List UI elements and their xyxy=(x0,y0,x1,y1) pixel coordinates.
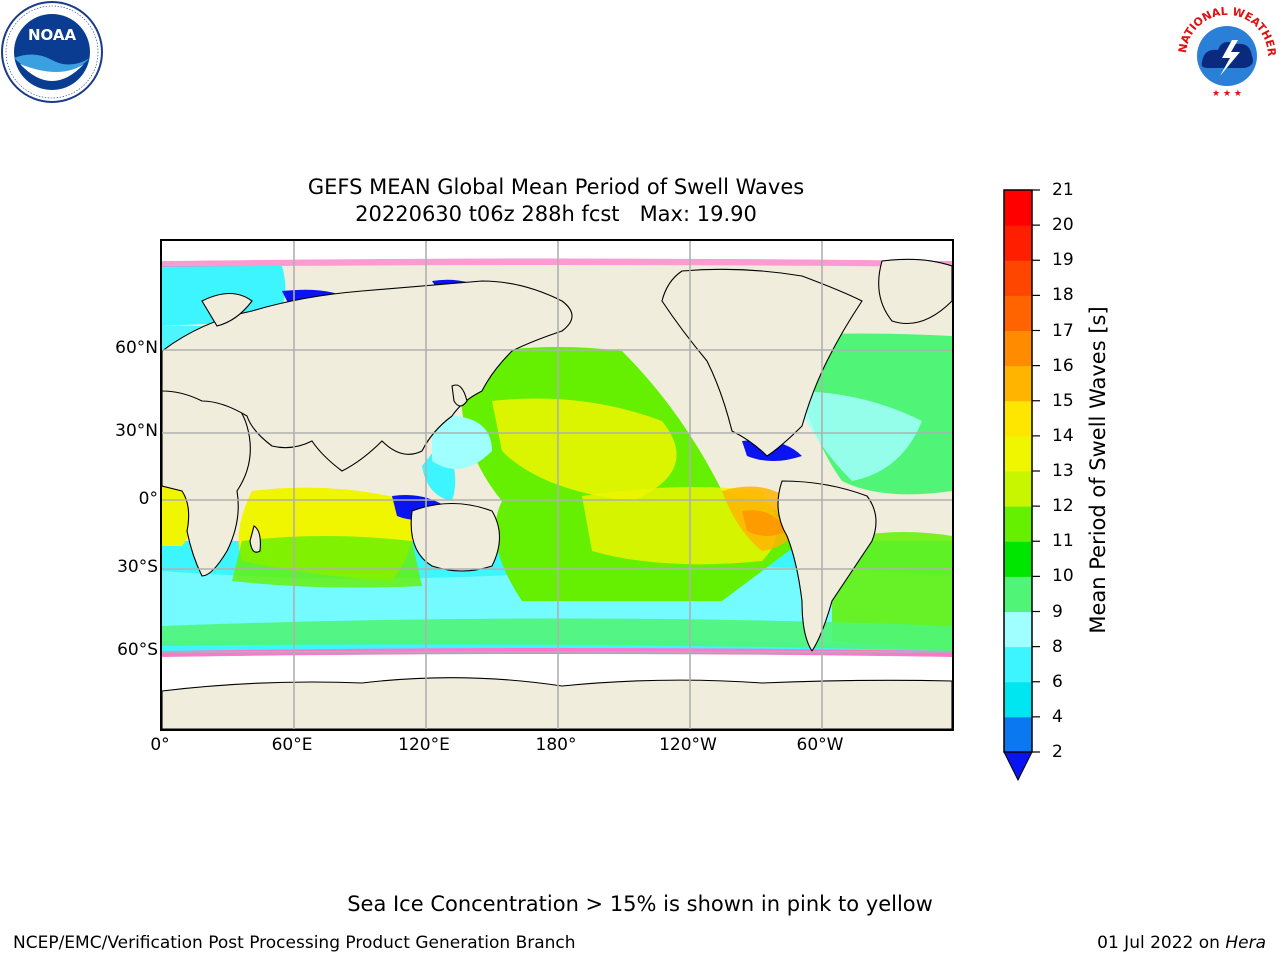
colorbar-tick-label: 18 xyxy=(1052,285,1074,306)
lon-label-120w: 120°W xyxy=(659,735,717,755)
lat-label-60s: 60°S xyxy=(117,640,158,660)
lat-label-0: 0° xyxy=(138,489,158,509)
colorbar-block xyxy=(1004,576,1032,612)
footer-date-text: 01 Jul 2022 on xyxy=(1097,933,1226,953)
colorbar-block xyxy=(1004,471,1032,507)
colorbar-block xyxy=(1004,365,1032,402)
chart-subtitle: 20220630 t06z 288h fcst Max: 19.90 xyxy=(355,202,757,226)
colorbar-tick-label: 10 xyxy=(1052,566,1074,587)
noaa-logo-text: NOAA xyxy=(28,26,77,44)
map-panel xyxy=(160,239,954,731)
noaa-logo: NOAA xyxy=(1,1,103,103)
colorbar-block xyxy=(1004,716,1032,753)
colorbar-block xyxy=(1004,190,1032,226)
graticule xyxy=(162,241,952,729)
lon-label-60e: 60°E xyxy=(271,735,313,755)
colorbar-tick-label: 19 xyxy=(1052,250,1074,271)
colorbar-block xyxy=(1004,646,1032,683)
map-canvas xyxy=(162,241,952,729)
svg-text:★ ★ ★: ★ ★ ★ xyxy=(1212,89,1242,99)
colorbar-tick-label: 9 xyxy=(1052,601,1063,622)
lat-label-30n: 30°N xyxy=(115,421,158,441)
colorbar-tick-label: 15 xyxy=(1052,390,1074,411)
colorbar-tick-label: 2 xyxy=(1052,742,1063,762)
sea-ice-note: Sea Ice Concentration > 15% is shown in … xyxy=(347,892,933,916)
chart-title: GEFS MEAN Global Mean Period of Swell Wa… xyxy=(307,175,805,199)
colorbar-tick-label: 4 xyxy=(1052,706,1063,727)
lon-label-180: 180° xyxy=(535,735,577,755)
nws-logo: NATIONAL WEATHER SERVICE ★ ★ ★ xyxy=(1174,0,1278,101)
lon-label-0: 0° xyxy=(150,735,170,755)
colorbar-tick-label: 13 xyxy=(1052,461,1074,481)
colorbar-block xyxy=(1004,611,1032,648)
land-masses xyxy=(162,258,952,729)
colorbar-block xyxy=(1004,681,1032,718)
footer-date: 01 Jul 2022 on Hera xyxy=(1097,933,1266,953)
lon-label-60w: 60°W xyxy=(796,735,844,755)
swell-field xyxy=(162,241,952,691)
colorbar-block xyxy=(1004,260,1032,296)
colorbar-tick-label: 20 xyxy=(1052,215,1074,236)
colorbar-tick-label: 17 xyxy=(1052,320,1074,341)
colorbar-tick-label: 12 xyxy=(1052,496,1074,517)
colorbar-tick-label: 21 xyxy=(1052,180,1074,200)
colorbar xyxy=(1003,189,1040,782)
lat-label-60n: 60°N xyxy=(115,338,158,358)
colorbar-block xyxy=(1004,330,1032,367)
lon-label-120e: 120°E xyxy=(398,735,450,755)
colorbar-block xyxy=(1004,435,1032,472)
colorbar-tick-label: 11 xyxy=(1052,531,1074,552)
colorbar-tick-label: 6 xyxy=(1052,671,1063,692)
colorbar-block xyxy=(1004,225,1032,261)
lat-label-30s: 30°S xyxy=(117,557,158,577)
colorbar-block xyxy=(1004,295,1032,331)
colorbar-label: Mean Period of Swell Waves [s] xyxy=(1086,306,1110,634)
colorbar-tick-label: 16 xyxy=(1052,355,1074,376)
footer-host: Hera xyxy=(1225,933,1266,953)
colorbar-block xyxy=(1004,400,1032,437)
colorbar-under-triangle xyxy=(1003,751,1033,782)
colorbar-tick-label: 8 xyxy=(1052,636,1063,657)
colorbar-block xyxy=(1004,541,1032,577)
colorbar-block xyxy=(1004,506,1032,542)
colorbar-blocks xyxy=(1004,190,1032,753)
footer-credit: NCEP/EMC/Verification Post Processing Pr… xyxy=(13,933,576,953)
colorbar-tick-label: 14 xyxy=(1052,425,1074,446)
